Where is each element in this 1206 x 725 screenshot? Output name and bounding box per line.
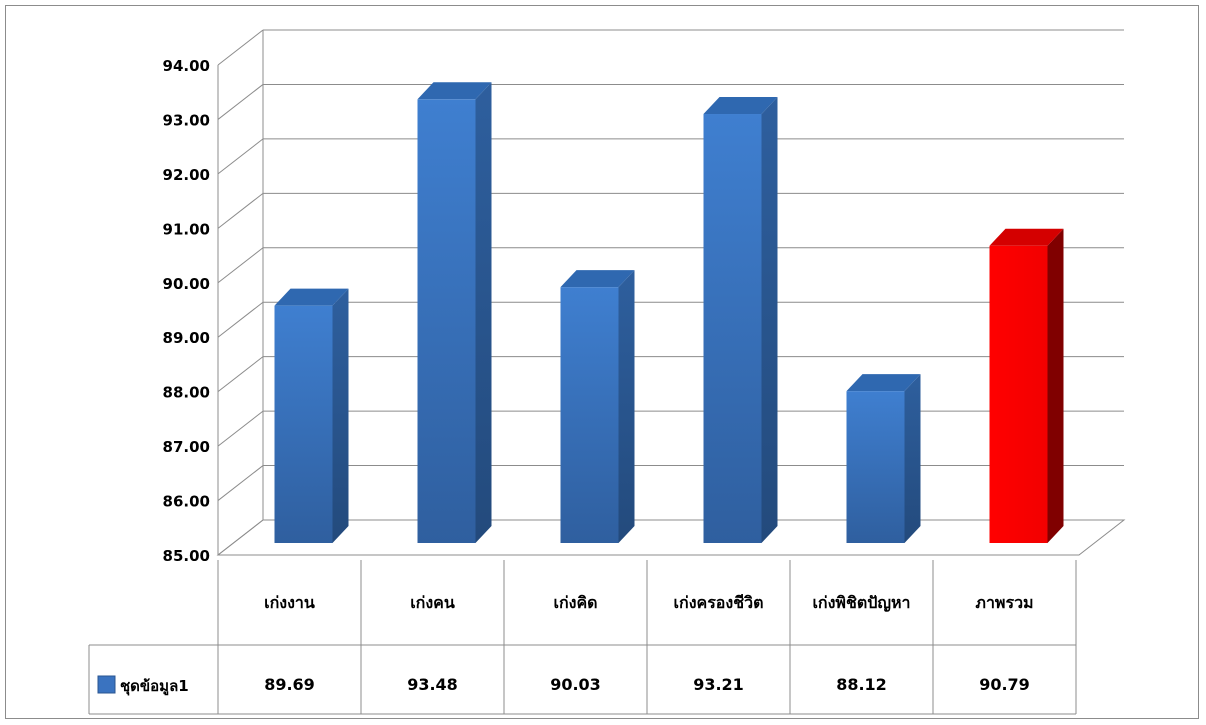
y-tick-label: 88.00: [163, 384, 210, 402]
y-tick-label: 91.00: [163, 220, 210, 238]
bar-front: [417, 99, 476, 544]
category-label: เก่งพิชิตปัญหา: [812, 593, 910, 613]
bar-6: [989, 228, 1064, 543]
legend-swatch: [97, 675, 116, 694]
y-tick-label: 94.00: [163, 57, 210, 75]
grid-diagonal: [217, 138, 264, 175]
grid-diagonal: [217, 192, 264, 229]
bar-front: [703, 114, 762, 543]
bar-front: [846, 391, 905, 543]
y-tick-label: 85.00: [163, 547, 210, 565]
grid: 85.00 86.00 87.00 88.00 89.00 90.00 91.00 92.00…: [163, 29, 1126, 565]
grid-diagonal: [217, 301, 264, 338]
category-label: เก่งคิด: [553, 593, 597, 612]
bar-front: [274, 305, 333, 543]
grid-diagonal: [217, 29, 264, 66]
bar-side: [761, 97, 778, 543]
bar-side: [904, 374, 921, 543]
bar-top: [989, 228, 1064, 246]
category-label: ภาพรวม: [975, 593, 1033, 612]
bar-2: [417, 82, 492, 544]
chart-floor: [216, 519, 1126, 556]
grid-diagonal: [217, 410, 264, 447]
bar-3: [560, 270, 635, 543]
grid-diagonal: [217, 465, 264, 501]
category-label: เก่งงาน: [264, 593, 315, 612]
y-tick-label: 90.00: [163, 275, 210, 293]
data-label: 88.12: [836, 675, 887, 694]
y-tick-label: 89.00: [163, 329, 210, 347]
bar-front: [989, 245, 1048, 543]
data-label: 89.69: [264, 675, 315, 694]
grid-diagonal: [217, 247, 264, 284]
y-tick-label: 87.00: [163, 438, 210, 456]
legend-label: ชุดข้อมูล1: [120, 677, 189, 696]
bar-side: [475, 82, 492, 544]
bar-top: [846, 374, 921, 392]
data-table: เก่งงาน 89.69 เก่งคน 93.48 เก่งคิด 90.03 เก่งค…: [88, 560, 1077, 715]
bar-side: [332, 288, 349, 543]
bar-1: [274, 288, 349, 543]
bar-4: [703, 97, 778, 543]
data-label: 93.48: [407, 675, 458, 694]
bar-5: [846, 374, 921, 543]
category-label: เก่งคน: [410, 593, 455, 612]
data-label: 93.21: [693, 675, 744, 694]
y-tick-label: 86.00: [163, 493, 210, 511]
bar-top: [417, 82, 492, 100]
y-tick-label: 93.00: [163, 111, 210, 129]
bar-top: [560, 270, 635, 288]
grid-diagonal: [217, 356, 264, 393]
bar-top: [703, 97, 778, 115]
bar-side: [1047, 228, 1064, 543]
bar-top: [274, 288, 349, 306]
bar-side: [618, 270, 635, 543]
data-label: 90.79: [979, 675, 1030, 694]
grid-diagonal: [217, 84, 264, 120]
category-label: เก่งครองชีวิต: [674, 593, 764, 612]
y-tick-label: 92.00: [163, 166, 210, 184]
bar-front: [560, 287, 619, 543]
bars: [274, 82, 1064, 544]
data-label: 90.03: [550, 675, 601, 694]
